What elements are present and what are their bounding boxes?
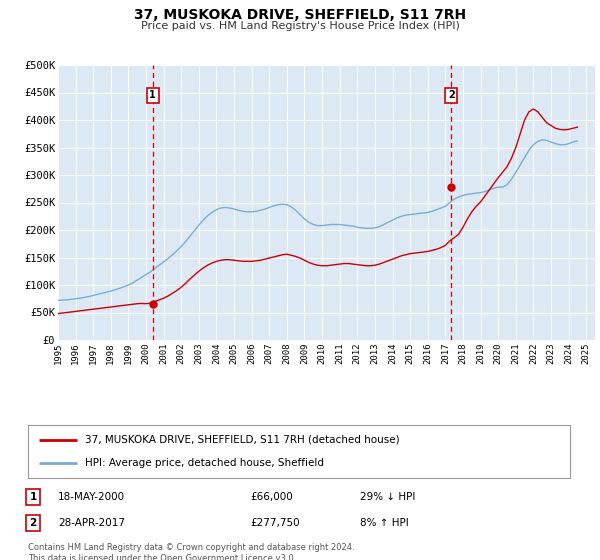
- Text: 28-APR-2017: 28-APR-2017: [58, 518, 125, 528]
- Text: 8% ↑ HPI: 8% ↑ HPI: [360, 518, 409, 528]
- Text: Price paid vs. HM Land Registry's House Price Index (HPI): Price paid vs. HM Land Registry's House …: [140, 21, 460, 31]
- Text: 1: 1: [29, 492, 37, 502]
- Text: £277,750: £277,750: [250, 518, 299, 528]
- Text: 18-MAY-2000: 18-MAY-2000: [58, 492, 125, 502]
- Text: 2: 2: [448, 90, 455, 100]
- Text: 1: 1: [149, 90, 156, 100]
- Text: Contains HM Land Registry data © Crown copyright and database right 2024.: Contains HM Land Registry data © Crown c…: [28, 543, 355, 552]
- Text: 37, MUSKOKA DRIVE, SHEFFIELD, S11 7RH: 37, MUSKOKA DRIVE, SHEFFIELD, S11 7RH: [134, 8, 466, 22]
- Text: £66,000: £66,000: [250, 492, 293, 502]
- Text: This data is licensed under the Open Government Licence v3.0.: This data is licensed under the Open Gov…: [28, 554, 296, 560]
- Text: HPI: Average price, detached house, Sheffield: HPI: Average price, detached house, Shef…: [85, 458, 324, 468]
- Text: 37, MUSKOKA DRIVE, SHEFFIELD, S11 7RH (detached house): 37, MUSKOKA DRIVE, SHEFFIELD, S11 7RH (d…: [85, 435, 400, 445]
- Text: 29% ↓ HPI: 29% ↓ HPI: [360, 492, 415, 502]
- Text: 2: 2: [29, 518, 37, 528]
